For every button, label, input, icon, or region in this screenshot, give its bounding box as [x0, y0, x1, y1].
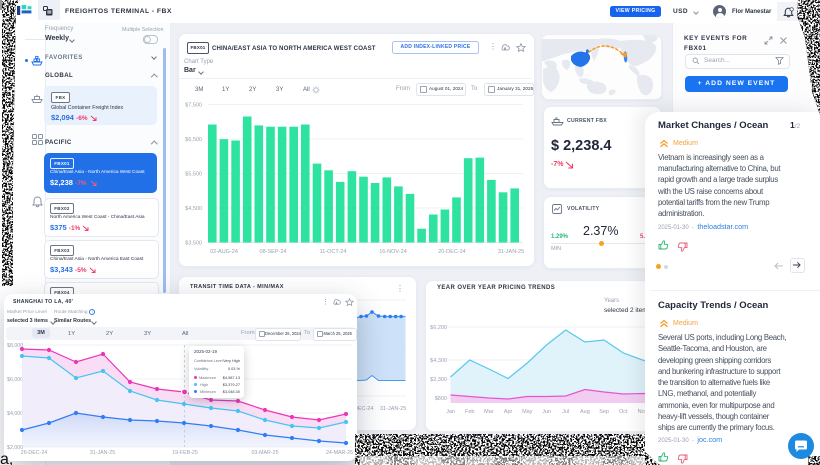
svg-text:Jul: Jul [562, 409, 569, 415]
svg-text:$2,000: $2,000 [7, 445, 23, 451]
svg-text:24-MAR-25: 24-MAR-25 [326, 450, 353, 456]
svg-text:08-SEP-24: 08-SEP-24 [260, 249, 287, 255]
svg-text:03-MAR-25: 03-MAR-25 [251, 450, 278, 456]
svg-text:$2,300: $2,300 [430, 377, 447, 383]
svg-text:$4,500: $4,500 [185, 206, 202, 212]
svg-text:02-AUG-24: 02-AUG-24 [210, 249, 238, 255]
svg-text:20-DEC-24: 20-DEC-24 [438, 249, 466, 255]
svg-text:Jun: Jun [542, 409, 551, 415]
svg-text:Nov: Nov [638, 409, 648, 415]
svg-text:$7,500: $7,500 [185, 103, 202, 109]
svg-text:Jan: Jan [446, 409, 455, 415]
svg-text:31-JAN-25: 31-JAN-25 [498, 249, 524, 255]
svg-text:$6,200: $6,200 [430, 325, 447, 331]
svg-text:31-JAN-25: 31-JAN-25 [90, 450, 115, 456]
svg-text:Feb: Feb [465, 409, 474, 415]
svg-text:Oct: Oct [619, 409, 628, 415]
svg-text:$8,000: $8,000 [7, 343, 23, 349]
svg-text:May: May [522, 409, 533, 415]
svg-text:Sep: Sep [599, 409, 609, 415]
svg-text:Mar: Mar [484, 409, 494, 415]
svg-text:$4,300: $4,300 [430, 358, 447, 364]
svg-text:$6,000: $6,000 [7, 377, 23, 383]
svg-text:26-DEC-24: 26-DEC-24 [21, 450, 48, 456]
svg-text:Aug: Aug [580, 409, 590, 415]
svg-text:19-FEB-25: 19-FEB-25 [172, 450, 198, 456]
svg-text:Apr: Apr [504, 409, 513, 415]
svg-text:$4,000: $4,000 [7, 411, 23, 417]
svg-text:16-NOV-24: 16-NOV-24 [379, 249, 407, 255]
svg-text:$6,500: $6,500 [185, 137, 202, 143]
svg-text:a,: a, [0, 451, 13, 465]
svg-text:11-OCT-24: 11-OCT-24 [320, 249, 347, 255]
svg-text:$800: $800 [435, 396, 447, 402]
svg-text:$3,500: $3,500 [185, 241, 202, 247]
svg-text:$5,500: $5,500 [185, 172, 202, 178]
